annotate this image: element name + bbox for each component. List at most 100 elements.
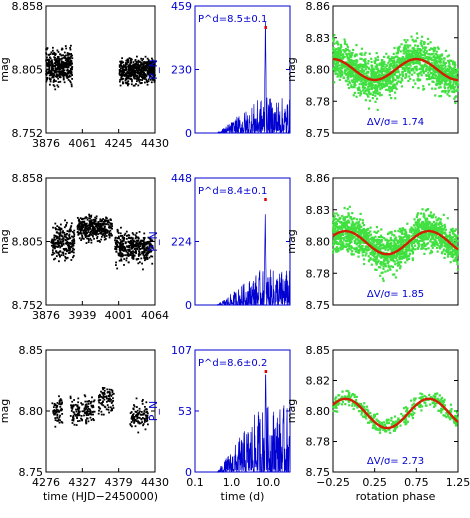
phased-point — [428, 228, 431, 231]
phased-point — [446, 78, 449, 81]
phased-point — [360, 47, 364, 50]
phased-point — [429, 238, 432, 241]
phased-point — [401, 252, 405, 255]
phased-point — [447, 59, 450, 63]
phased-point — [449, 228, 453, 231]
phased-point — [374, 59, 378, 62]
phased-point — [423, 57, 426, 60]
phased-point — [417, 75, 420, 78]
phased-point — [429, 233, 433, 236]
phased-point — [343, 42, 346, 45]
lightcurve-point — [60, 67, 63, 70]
phased-point — [441, 225, 444, 228]
lightcurve-point — [59, 241, 62, 244]
phased-point — [405, 64, 408, 67]
phased-point — [432, 213, 436, 216]
phased-point — [395, 81, 399, 85]
phased-point — [453, 62, 456, 65]
phased-point — [394, 229, 397, 233]
lightcurve-point — [61, 61, 64, 64]
phased-point — [436, 67, 440, 70]
phased-point — [445, 233, 448, 237]
phased-point — [357, 74, 360, 77]
phased-point — [402, 248, 405, 251]
phased-point — [443, 256, 446, 260]
lightcurve-point — [116, 237, 119, 239]
lightcurve-point — [80, 229, 83, 231]
phased-point — [355, 65, 358, 68]
lightcurve-point — [150, 249, 153, 252]
lightcurve-point — [133, 251, 136, 254]
phased-point — [345, 237, 348, 240]
lightcurve-point — [121, 81, 124, 84]
lightcurve-point — [145, 74, 148, 77]
phased-point — [384, 70, 387, 73]
phased-point — [406, 39, 409, 42]
lightcurve-point — [131, 73, 134, 75]
ytick-label: 224 — [171, 236, 192, 249]
phased-point — [404, 230, 407, 233]
lightcurve-point — [56, 242, 59, 245]
phased-point — [410, 55, 413, 58]
phased-point — [341, 214, 344, 218]
lightcurve-point — [58, 238, 61, 241]
lightcurve-point — [51, 49, 54, 52]
lightcurve-point — [130, 83, 133, 86]
phased-point — [331, 244, 335, 247]
phased-point — [455, 259, 458, 262]
phased-point — [453, 65, 456, 69]
phased-point — [420, 234, 423, 238]
phased-point — [429, 41, 432, 44]
lightcurve-point — [119, 243, 122, 246]
lightcurve-point — [144, 61, 147, 64]
lightcurve-point — [78, 232, 80, 234]
lightcurve-point — [138, 80, 141, 83]
lightcurve-point — [90, 234, 93, 236]
lightcurve-point — [141, 262, 143, 265]
phased-point — [398, 241, 401, 244]
lightcurve-point — [147, 60, 150, 63]
lightcurve-point — [48, 61, 50, 64]
phased-point — [439, 220, 442, 223]
lightcurve-point — [88, 233, 91, 236]
phased-point — [418, 218, 422, 221]
lightcurve-point — [142, 253, 145, 256]
lightcurve-point — [95, 233, 98, 236]
phased-point — [340, 244, 343, 247]
phased-point — [355, 74, 359, 78]
lightcurve-point — [145, 78, 148, 81]
phased-point — [431, 222, 434, 225]
phased-point — [376, 58, 380, 61]
phased-point — [419, 68, 422, 71]
phased-point — [335, 221, 338, 224]
lightcurve-point — [124, 254, 127, 257]
phased-point — [377, 73, 381, 76]
lightcurve-point — [54, 88, 57, 91]
lightcurve-point — [45, 70, 48, 73]
lightcurve-point — [45, 79, 48, 81]
phased-point — [440, 75, 443, 78]
phased-point — [337, 68, 340, 71]
phased-point — [347, 52, 351, 55]
lightcurve-point — [130, 78, 132, 81]
lightcurve-point — [62, 239, 65, 242]
phased-point — [442, 74, 445, 77]
phased-point — [401, 73, 404, 76]
phased-point — [411, 51, 415, 55]
phased-point — [391, 61, 395, 64]
lightcurve-point — [132, 71, 134, 74]
lightcurve-point — [56, 75, 59, 77]
lightcurve-point — [136, 55, 138, 58]
phased-point — [456, 246, 460, 249]
phased-point — [363, 59, 367, 63]
phased-point — [381, 59, 384, 62]
lightcurve-point — [64, 259, 66, 262]
phased-point — [417, 227, 420, 230]
lightcurve-point — [73, 235, 76, 238]
lightcurve-point — [48, 65, 51, 68]
phased-point — [398, 63, 401, 66]
lightcurve-point — [134, 71, 136, 74]
lightcurve-point — [142, 64, 144, 67]
lightcurve-point — [63, 235, 66, 238]
